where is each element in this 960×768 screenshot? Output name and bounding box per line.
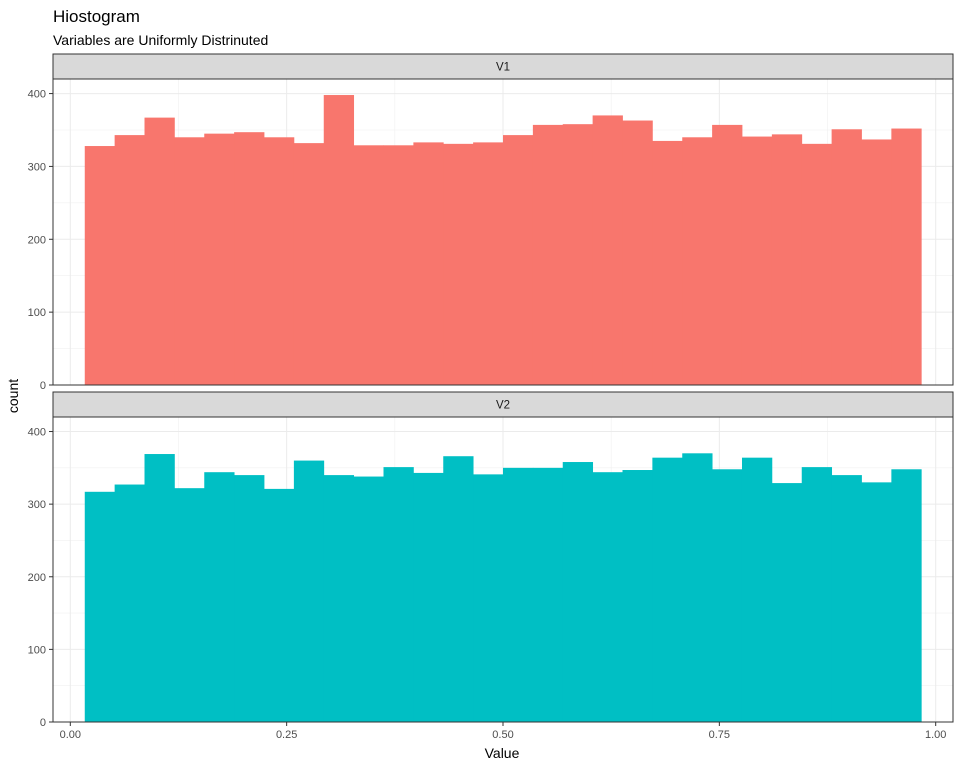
- histogram-bar: [622, 470, 653, 722]
- x-axis-title: Value: [485, 745, 520, 761]
- histogram-bar: [741, 136, 773, 385]
- facet-panel-v2: V2 0 100 200 300 400: [28, 391, 954, 729]
- histogram-bar: [503, 135, 534, 385]
- histogram-bar: [443, 143, 474, 385]
- histogram-bar: [562, 124, 594, 386]
- histogram-bar: [174, 488, 205, 722]
- facet-panel-v1: V1 0 100 200 300 400: [28, 53, 954, 392]
- x-tick-label: 0.75: [709, 729, 730, 741]
- histogram-bar: [473, 474, 504, 722]
- histogram-bar: [861, 139, 892, 385]
- histogram-bar: [383, 467, 414, 722]
- histogram-bar: [712, 124, 743, 386]
- histogram-bar: [323, 475, 355, 722]
- x-tick-label: 0.25: [276, 729, 297, 741]
- histogram-bar: [861, 482, 892, 722]
- facet-strip: [52, 53, 954, 80]
- histogram-bar: [264, 137, 295, 385]
- histogram-bar: [293, 460, 325, 722]
- histogram-bar: [712, 469, 743, 722]
- histogram-bar: [264, 488, 295, 722]
- histogram-bar: [592, 472, 623, 722]
- facet-strip-label: V1: [496, 62, 510, 74]
- histogram-bar: [741, 457, 773, 722]
- histogram-bar: [592, 115, 623, 385]
- y-tick-label: 100: [28, 644, 46, 656]
- histogram-bar: [293, 143, 325, 385]
- y-tick-label: 100: [28, 307, 46, 319]
- histogram-bar: [443, 456, 474, 722]
- y-tick-label: 0: [40, 717, 46, 729]
- histogram-bar: [891, 469, 922, 722]
- histogram-bar: [503, 467, 534, 722]
- histogram-bar: [204, 133, 235, 385]
- histogram-bar: [652, 457, 683, 722]
- histogram-bar: [891, 128, 922, 386]
- y-tick-label: 300: [28, 499, 46, 511]
- histogram-bar: [323, 95, 355, 386]
- y-tick-label: 0: [40, 380, 46, 392]
- y-tick-label: 300: [28, 161, 46, 173]
- histogram-bar: [652, 140, 683, 385]
- y-tick-label: 400: [28, 89, 46, 101]
- y-tick-label: 400: [28, 427, 46, 439]
- histogram-bar: [234, 475, 265, 722]
- histogram-bar: [144, 117, 175, 385]
- histogram-bar: [353, 145, 384, 385]
- histogram-bar: [234, 132, 265, 385]
- histogram-bar: [801, 467, 833, 722]
- histogram-bar: [84, 491, 116, 722]
- histogram-bar: [144, 454, 175, 722]
- histogram-bar: [114, 135, 145, 385]
- histogram-bar: [353, 476, 384, 722]
- x-tick-label: 1.00: [925, 729, 946, 741]
- histogram-bar: [84, 146, 116, 385]
- histogram-bar: [771, 483, 803, 722]
- histogram-bar: [831, 129, 862, 385]
- histogram-bar: [771, 134, 803, 385]
- y-tick-label: 200: [28, 234, 46, 246]
- chart-title: Hiostogram: [53, 7, 140, 26]
- histogram-bar: [622, 120, 653, 386]
- y-tick-label: 200: [28, 572, 46, 584]
- facet-panels: V1 0 100 200 300 400 V2 0 100 200 300 400: [28, 53, 954, 729]
- histogram-bar: [682, 453, 713, 722]
- facet-strip-label: V2: [496, 400, 510, 412]
- y-axis-title: count: [5, 379, 21, 413]
- histogram-bar: [532, 124, 564, 386]
- x-tick-label: 0.00: [60, 729, 81, 741]
- histogram-bar: [831, 475, 862, 722]
- facet-strip: [52, 391, 954, 418]
- panel-border: [52, 78, 954, 386]
- x-axis: 0.00 0.25 0.50 0.75 1.00: [60, 722, 946, 741]
- histogram-bar: [413, 142, 444, 385]
- x-tick-label: 0.50: [492, 729, 513, 741]
- histogram-bar: [413, 472, 444, 722]
- histogram-bar: [801, 143, 833, 385]
- histogram-bar: [473, 142, 504, 385]
- histogram-bar: [383, 145, 414, 385]
- histogram-bar: [174, 137, 205, 385]
- histogram-bar: [682, 137, 713, 385]
- histogram-bar: [204, 472, 235, 722]
- histogram-bar: [562, 462, 594, 722]
- histogram-bar: [114, 484, 145, 722]
- histogram-bar: [532, 467, 564, 722]
- chart-subtitle: Variables are Uniformly Distrinuted: [53, 32, 268, 48]
